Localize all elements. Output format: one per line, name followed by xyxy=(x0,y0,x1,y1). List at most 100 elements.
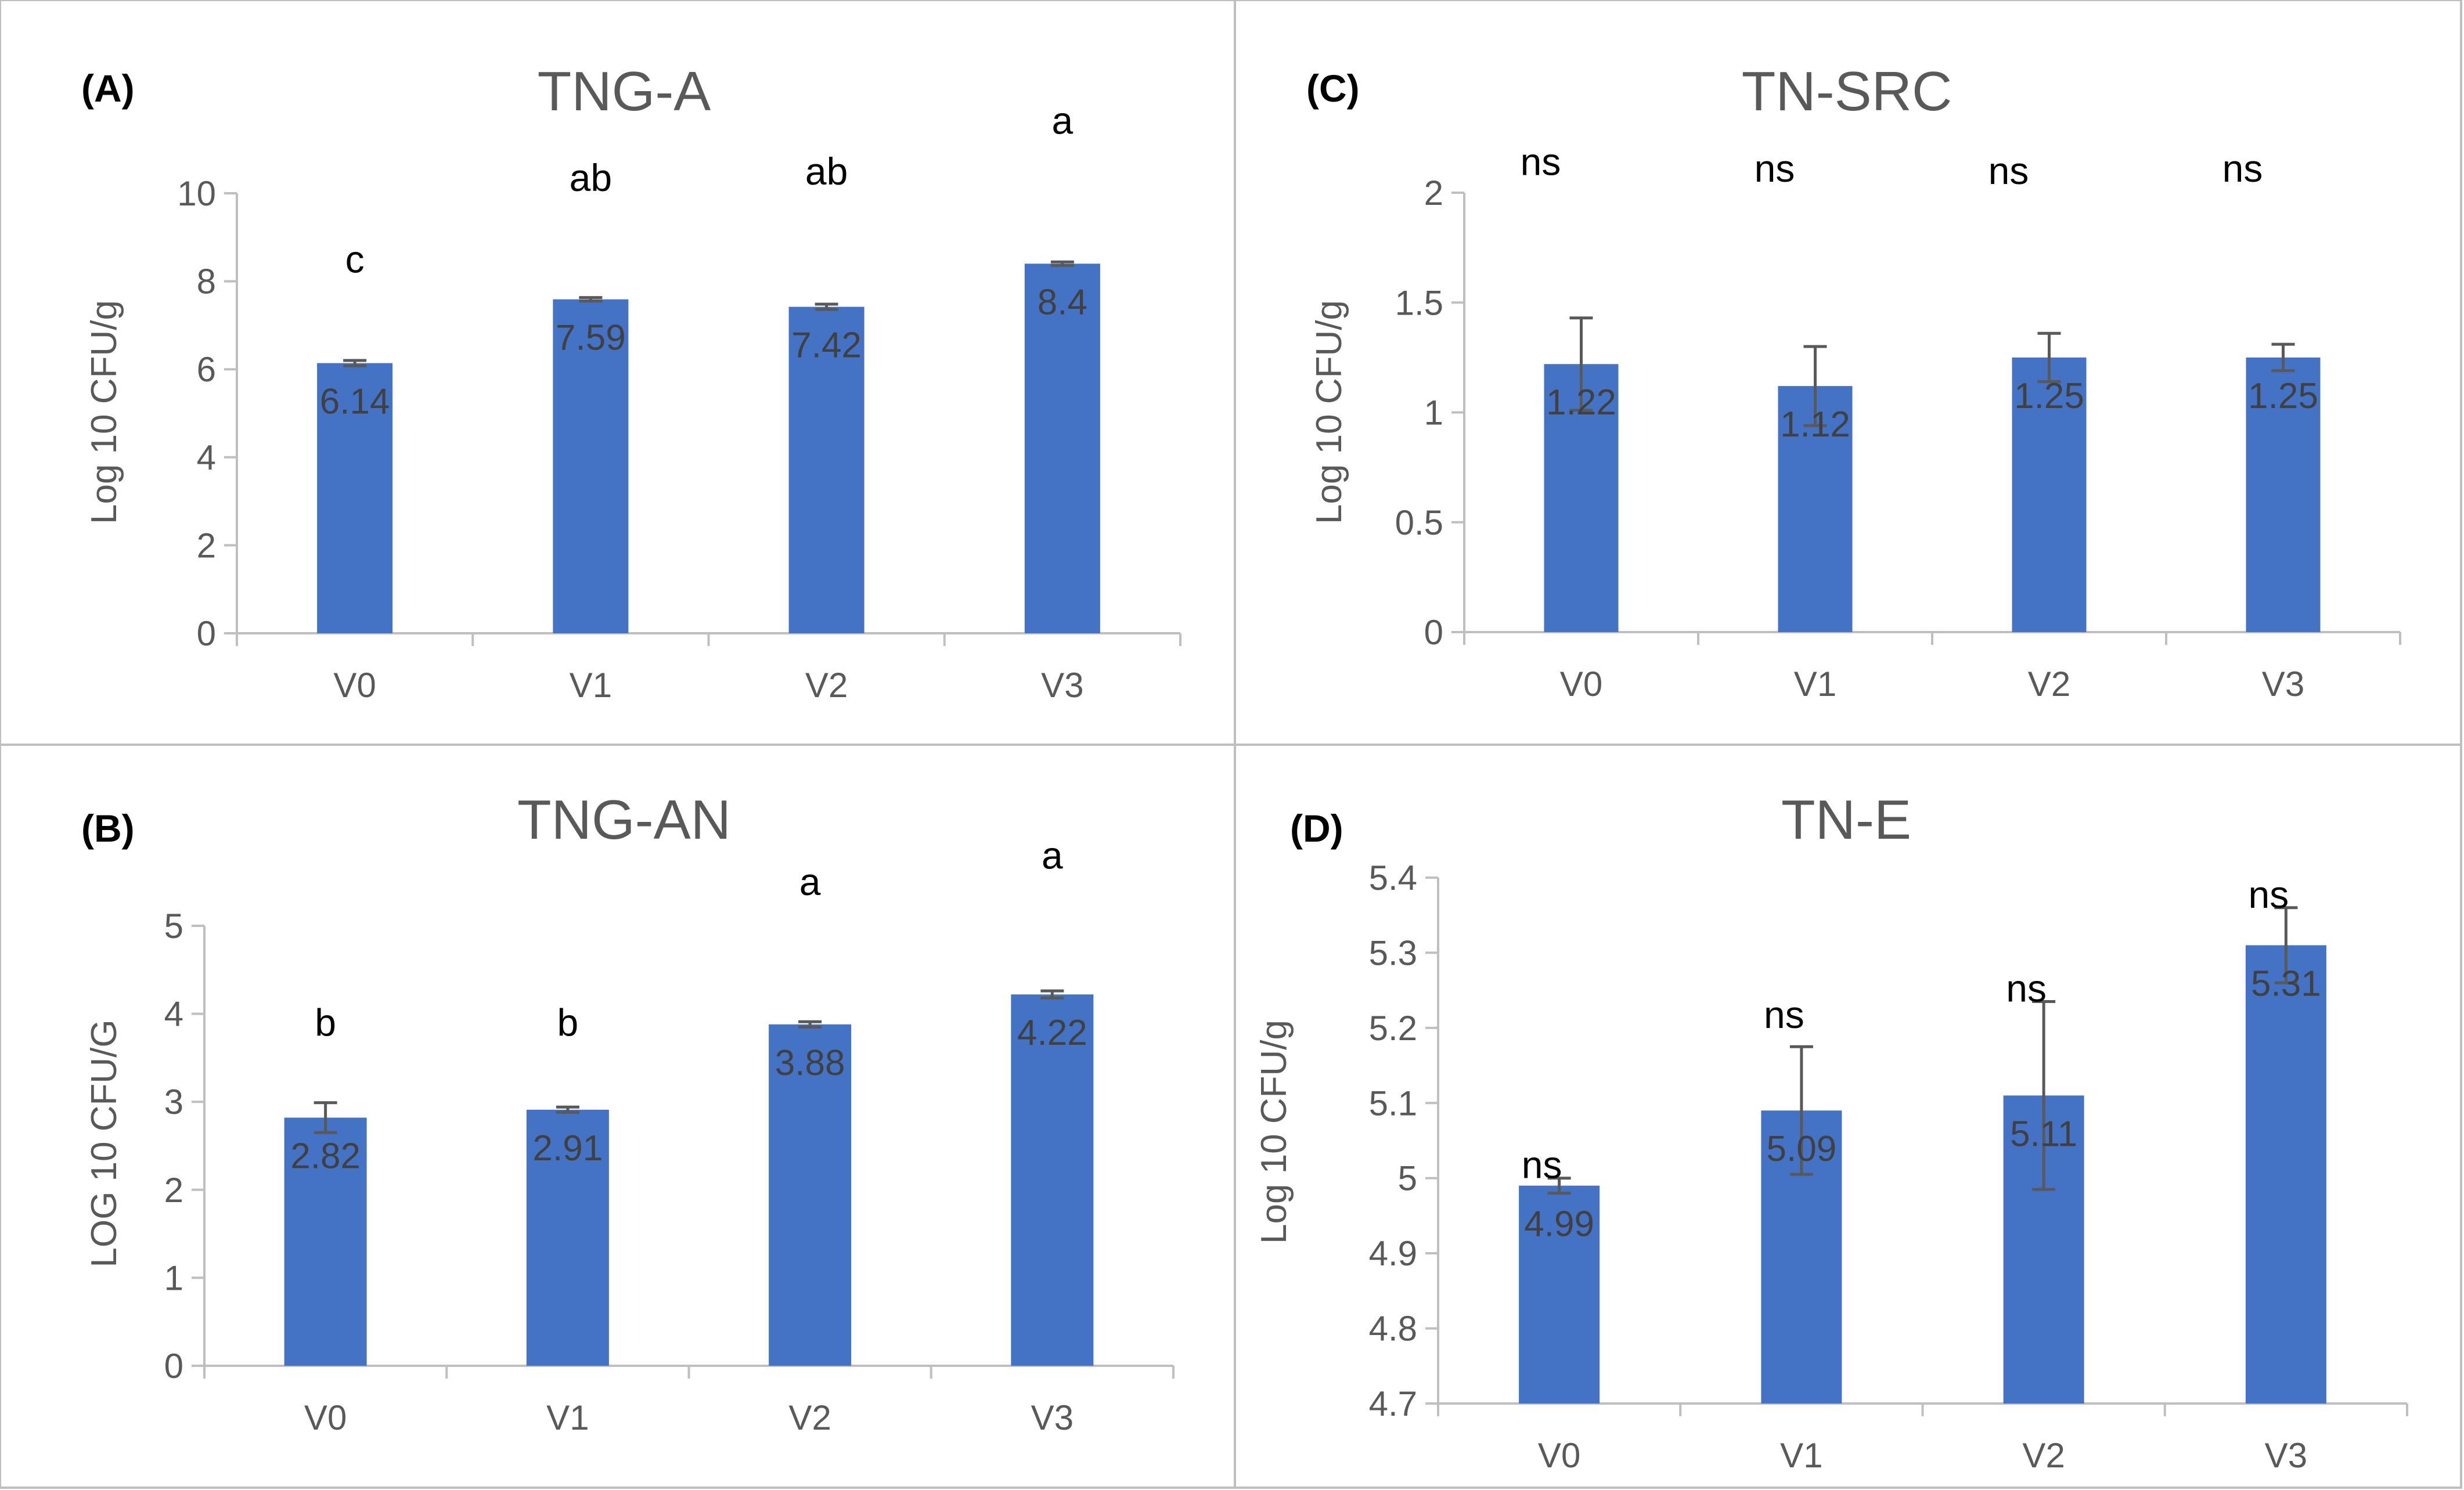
significance-letter: a xyxy=(799,860,821,903)
panel-label-c: (C) xyxy=(1306,67,1360,110)
data-label: 5.11 xyxy=(2010,1114,2077,1154)
chart-title-d: TN-E xyxy=(1781,789,1911,851)
x-tick-label: V0 xyxy=(304,1398,347,1437)
data-label: 5.31 xyxy=(2251,964,2321,1004)
y-tick-label: 4.7 xyxy=(1369,1384,1417,1423)
x-tick-label: V3 xyxy=(1031,1398,1074,1437)
data-label: 3.88 xyxy=(775,1043,845,1083)
data-label: 2.91 xyxy=(533,1128,603,1168)
chart-panel-d: TN-E (D) 4.7 4.8 4.9 5 5.1 5.2 5.3 5.4 Log 10 CFU/… xyxy=(1254,789,2408,1475)
bar-v3 xyxy=(2246,357,2321,632)
x-tick-label: V3 xyxy=(2265,1436,2307,1475)
bar-v1 xyxy=(553,299,629,633)
x-tick-label: V2 xyxy=(2028,665,2070,703)
x-tick-label: V0 xyxy=(1560,665,1602,703)
panel-label-a: (A) xyxy=(81,67,135,110)
data-label: 8.4 xyxy=(1038,282,1087,322)
x-tick-label: V3 xyxy=(1041,666,1083,705)
y-tick-label: 0 xyxy=(197,614,216,653)
chart-title-a: TNG-A xyxy=(538,60,711,122)
y-tick-label: 1 xyxy=(164,1258,183,1297)
significance-letter: ab xyxy=(805,150,848,193)
y-tick-label: 3 xyxy=(164,1083,183,1121)
data-label: 4.22 xyxy=(1017,1013,1087,1053)
bar-v3 xyxy=(1011,994,1094,1366)
x-tick-label: V1 xyxy=(1780,1436,1822,1475)
data-label: 7.59 xyxy=(556,318,626,358)
y-tick-label: 5 xyxy=(1398,1159,1417,1198)
x-tick-label: V3 xyxy=(2262,665,2304,703)
x-tick-label: V2 xyxy=(788,1398,831,1437)
y-tick-label: 4.8 xyxy=(1369,1309,1417,1348)
bar-v3 xyxy=(2245,945,2326,1404)
x-tick-label: V1 xyxy=(1794,665,1836,703)
chart-title-b: TNG-AN xyxy=(517,789,731,851)
panel-label-d: (D) xyxy=(1290,807,1343,850)
x-tick-label: V2 xyxy=(805,666,848,705)
data-label: 1.22 xyxy=(1546,383,1616,423)
bar-v0 xyxy=(284,1117,367,1366)
significance-letter: a xyxy=(1052,99,1074,142)
bar-v1 xyxy=(526,1109,609,1366)
bar-v0 xyxy=(317,363,393,633)
y-tick-label: 5.2 xyxy=(1369,1009,1417,1048)
data-label: 5.09 xyxy=(1767,1129,1837,1169)
x-tick-label: V1 xyxy=(570,666,612,705)
y-tick-label: 10 xyxy=(177,174,216,213)
y-tick-label: 5.1 xyxy=(1369,1084,1417,1123)
y-axis-label-a: Log 10 CFU/g xyxy=(84,300,124,524)
data-label: 6.14 xyxy=(320,382,390,422)
bar-v2 xyxy=(2012,357,2087,632)
y-tick-label: 0 xyxy=(1424,613,1443,652)
significance-letter: b xyxy=(315,1001,336,1044)
data-label: 4.99 xyxy=(1524,1204,1594,1244)
significance-letter: ns xyxy=(1522,1143,1562,1186)
significance-letter: a xyxy=(1042,834,1063,876)
x-tick-label: V0 xyxy=(1538,1436,1580,1475)
y-axis-label-b: LOG 10 CFU/G xyxy=(84,1019,124,1267)
chart-panel-a: TNG-A (A) 0 2 4 6 8 10 Log 10 CFU/g 6.14 c V0 7.59 ab… xyxy=(81,60,1181,705)
y-axis-label-c: Log 10 CFU/g xyxy=(1309,300,1349,524)
x-tick-label: V1 xyxy=(546,1398,589,1437)
data-label: 2.82 xyxy=(290,1136,361,1176)
significance-letter: ns xyxy=(2006,967,2047,1010)
bar-v1 xyxy=(1778,386,1853,632)
data-label: 1.25 xyxy=(2248,376,2318,416)
y-tick-label: 5.4 xyxy=(1369,858,1417,897)
y-tick-label: 0 xyxy=(164,1347,183,1386)
x-tick-label: V2 xyxy=(2022,1436,2065,1475)
y-tick-label: 6 xyxy=(197,350,216,389)
chart-panel-c: TN-SRC (C) 0 0.5 1 1.5 2 Log 10 CFU/g 1.22 ns V0 1.… xyxy=(1306,60,2401,703)
y-tick-label: 1.5 xyxy=(1395,283,1443,322)
significance-letter: ns xyxy=(1755,147,1795,190)
y-tick-label: 0.5 xyxy=(1395,503,1443,542)
y-tick-label: 2 xyxy=(164,1171,183,1210)
chart-panel-b: TNG-AN (B) 0 1 2 3 4 5 LOG 10 CFU/G 2.82 b V0 2.91 b V… xyxy=(81,789,1175,1437)
bar-v0 xyxy=(1519,1185,1600,1404)
x-tick-label: V0 xyxy=(333,666,376,705)
data-label: 1.12 xyxy=(1780,405,1850,445)
significance-letter: ns xyxy=(1989,149,2029,192)
y-tick-label: 2 xyxy=(1424,174,1443,212)
significance-letter: ns xyxy=(2249,873,2289,916)
data-label: 7.42 xyxy=(791,326,862,366)
y-axis-label-d: Log 10 CFU/g xyxy=(1254,1020,1294,1244)
bar-v2 xyxy=(788,306,864,633)
chart-title-c: TN-SRC xyxy=(1742,60,1953,122)
bar-v2 xyxy=(769,1024,852,1366)
data-label: 1.25 xyxy=(2014,376,2084,416)
y-tick-label: 2 xyxy=(197,526,216,565)
y-tick-label: 4 xyxy=(197,438,216,477)
significance-letter: ns xyxy=(1521,140,1561,183)
y-tick-label: 8 xyxy=(197,262,216,301)
bar-v3 xyxy=(1024,264,1100,633)
significance-letter: ab xyxy=(570,156,612,199)
y-tick-label: 4.9 xyxy=(1369,1234,1417,1273)
significance-letter: ns xyxy=(1764,993,1804,1036)
significance-letter: b xyxy=(557,1001,579,1044)
y-tick-label: 4 xyxy=(164,995,183,1034)
panel-frame-d xyxy=(1234,744,2462,1489)
panel-label-b: (B) xyxy=(81,807,135,850)
y-tick-label: 5.3 xyxy=(1369,933,1417,972)
